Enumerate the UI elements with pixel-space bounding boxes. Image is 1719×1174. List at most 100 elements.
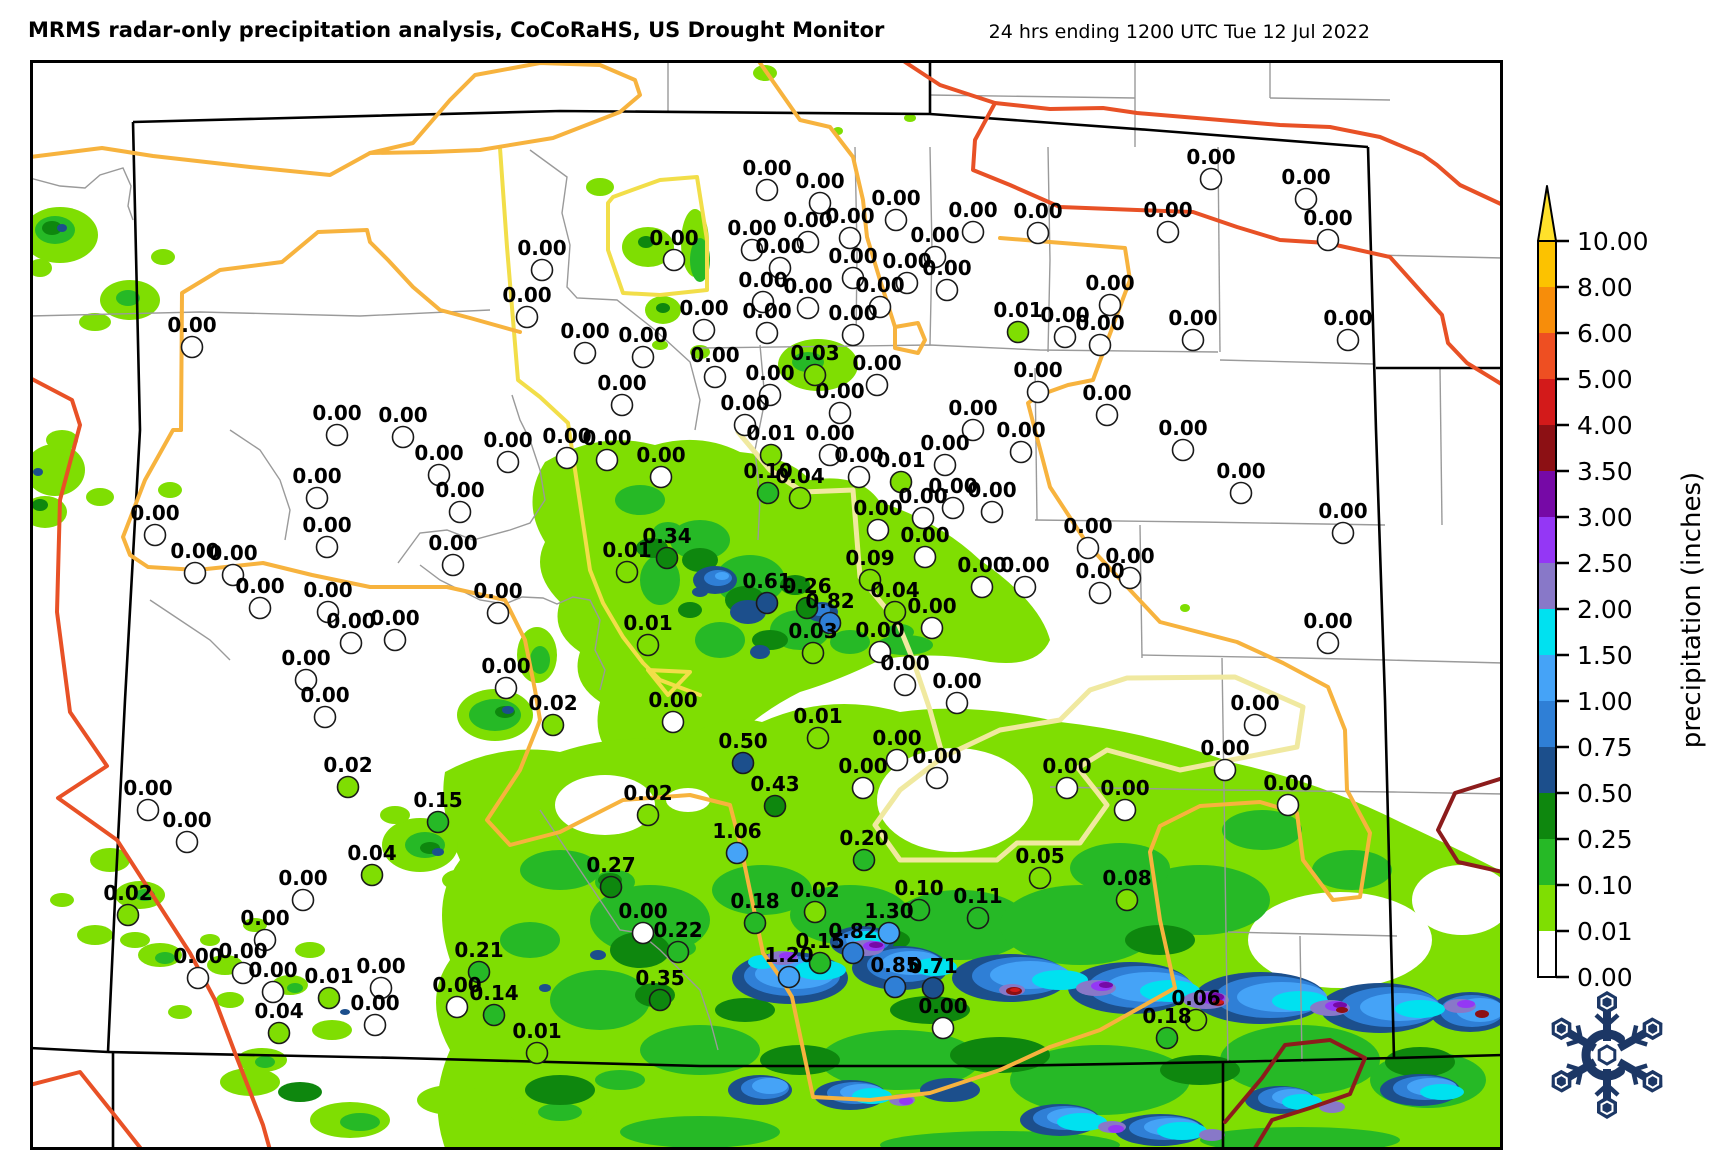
station-value: 0.71	[908, 954, 957, 978]
station-value: 0.21	[454, 938, 503, 962]
station-marker	[866, 518, 890, 542]
station-marker	[1336, 328, 1360, 352]
station-marker	[1181, 328, 1205, 352]
station-marker	[828, 401, 852, 425]
timestamp: 24 hrs ending 1200 UTC Tue 12 Jul 2022	[988, 21, 1370, 43]
station-value: 0.02	[103, 881, 152, 905]
station-marker	[445, 995, 469, 1019]
station-value: 0.15	[795, 929, 844, 953]
station-value: 0.00	[240, 906, 289, 930]
station-marker	[703, 365, 727, 389]
colorbar-tick-label: 0.01	[1577, 917, 1633, 946]
station-value: 0.00	[825, 204, 874, 228]
station-value: 0.04	[254, 999, 303, 1023]
station-value: 0.00	[303, 578, 352, 602]
station-value: 0.00	[805, 421, 854, 445]
station-marker	[336, 775, 360, 799]
station-marker	[920, 616, 944, 640]
station-marker	[755, 178, 779, 202]
colorbar-tick-label: 8.00	[1577, 273, 1633, 302]
station-marker	[868, 295, 892, 319]
station-marker	[636, 633, 660, 657]
station-marker	[1316, 228, 1340, 252]
station-value: 0.00	[795, 169, 844, 193]
station-value: 0.00	[1168, 306, 1217, 330]
colorbar-tick-label: 0.50	[1577, 779, 1633, 808]
station-marker	[795, 596, 819, 620]
station-marker	[1053, 325, 1077, 349]
station-marker	[935, 278, 959, 302]
station-marker	[253, 928, 277, 952]
station-value: 0.43	[750, 772, 799, 796]
station-marker	[313, 705, 337, 729]
station-marker	[467, 960, 491, 984]
station-value: 0.00	[1075, 311, 1124, 335]
colorbar-tick-label: 5.00	[1577, 365, 1633, 394]
station-value: 0.00	[855, 273, 904, 297]
station-value: 0.02	[790, 878, 839, 902]
colorbar-tick-label: 3.50	[1577, 457, 1633, 486]
station-marker	[294, 668, 318, 692]
station-value: 0.00	[370, 606, 419, 630]
station-marker	[755, 591, 779, 615]
station-value: 0.00	[783, 208, 832, 232]
station-value: 0.50	[718, 729, 767, 753]
station-marker	[1213, 758, 1237, 782]
station-marker	[1243, 713, 1267, 737]
station-marker	[1013, 575, 1037, 599]
colorbar-segments	[1537, 185, 1557, 978]
station-marker	[1184, 1008, 1208, 1032]
station-value: 0.00	[123, 776, 172, 800]
station-value: 0.00	[435, 478, 484, 502]
station-marker	[615, 560, 639, 584]
station-marker	[360, 863, 384, 887]
station-value: 0.00	[948, 396, 997, 420]
colorbar-tick-label: 6.00	[1577, 319, 1633, 348]
station-marker	[631, 921, 655, 945]
station-value: 0.00	[597, 371, 646, 395]
station-marker	[885, 748, 909, 772]
station-marker	[316, 600, 340, 624]
station-marker	[865, 373, 889, 397]
station-value: 0.00	[679, 296, 728, 320]
station-value: 0.00	[742, 156, 791, 180]
station-marker	[768, 256, 792, 280]
station-value: 0.00	[880, 651, 929, 675]
station-value: 0.26	[782, 574, 831, 598]
cocorahs-snowflake-logo	[1540, 988, 1674, 1122]
station-marker	[186, 966, 210, 990]
map-frame	[30, 60, 1503, 1150]
station-marker	[733, 413, 757, 437]
station-marker	[267, 1021, 291, 1045]
station-value: 0.00	[636, 443, 685, 467]
station-marker	[391, 425, 415, 449]
station-marker	[486, 601, 510, 625]
station-value: 0.01	[602, 538, 651, 562]
station-value: 0.01	[793, 704, 842, 728]
station-marker	[1331, 521, 1355, 545]
station-value: 0.09	[845, 546, 894, 570]
station-value: 0.00	[922, 256, 971, 280]
station-value: 0.00	[828, 244, 877, 268]
station-marker	[1088, 581, 1112, 605]
station-value: 0.00	[1230, 691, 1279, 715]
station-value: 0.00	[1040, 303, 1089, 327]
station-value: 0.00	[853, 496, 902, 520]
station-value: 0.00	[918, 994, 967, 1018]
station-marker	[1294, 187, 1318, 211]
station-marker	[941, 496, 965, 520]
station-value: 0.00	[1100, 776, 1149, 800]
station-value: 0.00	[502, 283, 551, 307]
station-value: 0.03	[788, 619, 837, 643]
station-marker	[1055, 776, 1079, 800]
station-value: 0.00	[1063, 514, 1112, 538]
station-marker	[923, 245, 947, 269]
station-marker	[883, 600, 907, 624]
station-value: 0.00	[838, 754, 887, 778]
station-marker	[525, 1041, 549, 1065]
station-marker	[883, 975, 907, 999]
station-value: 0.00	[1075, 559, 1124, 583]
station-marker	[806, 726, 830, 750]
station-value: 0.00	[170, 539, 219, 563]
station-value: 0.00	[162, 808, 211, 832]
